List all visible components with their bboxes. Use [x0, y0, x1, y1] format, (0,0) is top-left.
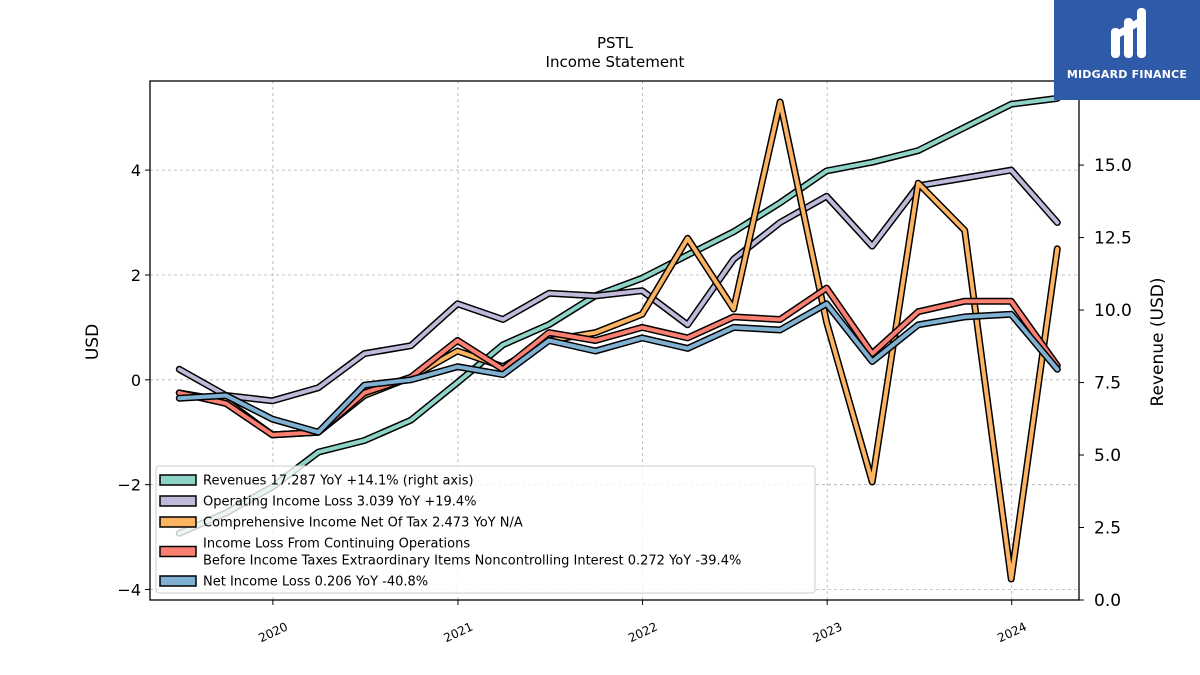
legend-label: Net Income Loss 0.206 YoY -40.8% — [203, 575, 428, 590]
legend-swatch — [159, 545, 197, 558]
legend-swatch — [159, 516, 197, 528]
legend-box — [155, 465, 816, 594]
legend-label: Income Loss From Continuing Operations — [203, 537, 470, 552]
y-tick-label-right: 0.0 — [1094, 591, 1121, 611]
y-tick-label-right: 2.5 — [1094, 519, 1121, 539]
legend-swatch — [159, 495, 197, 507]
brand-mark-icon — [1111, 8, 1146, 58]
y-tick-label-left: 2 — [131, 266, 141, 285]
legend-swatch — [159, 474, 197, 486]
y-tick-label-left: −2 — [117, 476, 141, 495]
left-axis-label: USD — [83, 324, 103, 360]
x-tick-label: 2020 — [256, 620, 290, 646]
legend-label: Operating Income Loss 3.039 YoY +19.4% — [203, 495, 477, 510]
y-tick-label-left: 0 — [131, 371, 141, 390]
y-tick-label-right: 15.0 — [1094, 156, 1132, 176]
y-tick-label-right: 5.0 — [1094, 446, 1121, 466]
legend-label: Revenues 17.287 YoY +14.1% (right axis) — [203, 474, 474, 489]
brand-name: MIDGARD FINANCE — [1066, 68, 1188, 81]
legend-swatch — [159, 575, 197, 587]
series-income-loss-from-continuing-operations-before-income-taxes-extraordinary-items-noncontrolling-interest-line — [177, 286, 1060, 437]
x-tick-label: 2022 — [626, 620, 660, 646]
y-tick-label-right: 12.5 — [1094, 229, 1132, 249]
legend-label: Before Income Taxes Extraordinary Items … — [203, 554, 741, 569]
legend-label: Comprehensive Income Net Of Tax 2.473 Yo… — [203, 516, 523, 531]
brand-logo: MIDGARD FINANCE — [1054, 0, 1200, 100]
series-net-income-loss-line — [177, 301, 1060, 435]
legend: Revenues 17.287 YoY +14.1% (right axis) O… — [155, 465, 816, 594]
series-operating-income-loss-line — [177, 168, 1060, 403]
plot-frame — [149, 80, 1080, 601]
chart-subtitle: Income Statement — [546, 53, 685, 71]
x-tick-label: 2024 — [995, 620, 1029, 646]
x-tick-label: 2023 — [811, 620, 845, 646]
y-tick-label-left: −4 — [117, 581, 141, 600]
y-tick-label-right: 7.5 — [1094, 374, 1121, 394]
chart-title: PSTL — [597, 34, 634, 52]
y-tick-label-left: 4 — [131, 161, 141, 180]
right-axis-label: Revenue (USD) — [1148, 277, 1168, 406]
series-revenues-line — [177, 96, 1060, 536]
x-tick-label: 2021 — [441, 620, 475, 646]
y-tick-label-right: 10.0 — [1094, 301, 1132, 321]
